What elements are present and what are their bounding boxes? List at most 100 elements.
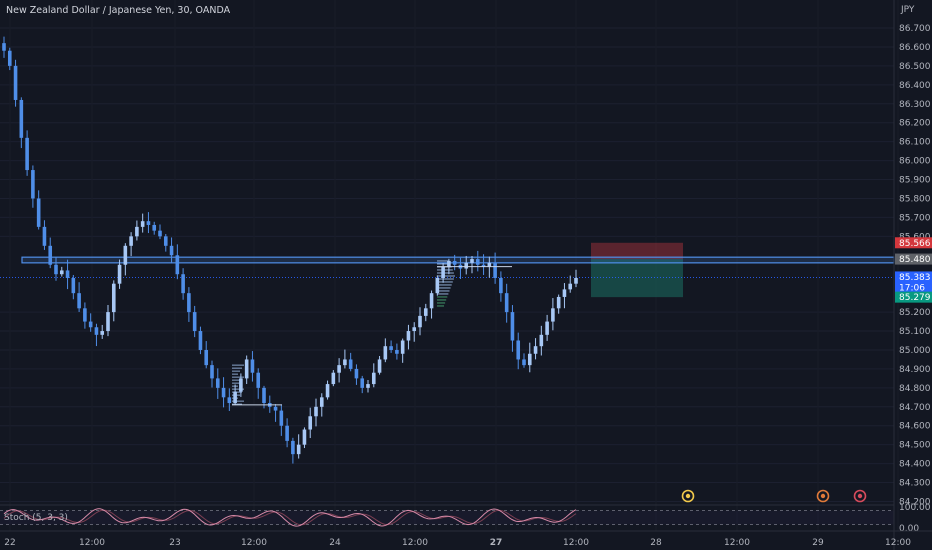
candle-body: [423, 308, 428, 316]
y-tick-label: 86.300: [899, 100, 931, 110]
candle-body: [169, 245, 174, 256]
y-tick-label: 85.000: [899, 346, 931, 356]
candle-body: [296, 444, 301, 455]
x-tick-label: 12:00: [885, 538, 911, 548]
candle-body: [204, 349, 209, 366]
candle-body: [36, 198, 41, 227]
x-tick-label: 29: [812, 538, 824, 548]
y-tick-label: 84.500: [899, 441, 931, 451]
x-tick-label: 24: [329, 538, 341, 548]
candle-body: [111, 283, 116, 313]
x-tick-label: 12:00: [563, 538, 589, 548]
candle-body: [244, 359, 249, 379]
candle-body: [574, 278, 578, 284]
candle-body: [192, 312, 197, 332]
candle-body: [429, 293, 434, 309]
event-markers[interactable]: [681, 489, 867, 503]
candle-body: [435, 278, 440, 294]
y-tick-label: 86.200: [899, 119, 931, 129]
candle-body: [198, 331, 203, 350]
price-tag-label: 85.566: [899, 239, 931, 249]
zone-rectangle[interactable]: [21, 256, 895, 264]
candle-body: [545, 321, 549, 335]
candle-body: [343, 359, 347, 366]
candle-body: [215, 378, 220, 388]
price-tag-label: 85.383: [899, 273, 931, 283]
candle-body: [210, 365, 214, 379]
candle-body: [337, 365, 341, 373]
candle-body: [516, 340, 521, 360]
candle-body: [94, 327, 99, 335]
candle-body: [366, 384, 370, 388]
candle-body: [181, 274, 185, 294]
stoch-label[interactable]: Stoch (5, 3, 3): [4, 513, 68, 523]
candle-body: [360, 378, 365, 388]
stop-loss-zone[interactable]: [591, 242, 683, 260]
currency-label: JPY: [900, 5, 915, 15]
y-tick-label: 86.400: [899, 81, 931, 91]
candle-body: [140, 221, 145, 227]
candle-body: [106, 312, 110, 332]
candle-body: [383, 346, 388, 360]
y-tick-label: 85.900: [899, 176, 931, 186]
candle-body: [551, 308, 555, 322]
candle-body: [88, 321, 93, 328]
candle-body: [522, 359, 526, 366]
candle-body: [227, 397, 232, 404]
candle-body: [481, 264, 486, 267]
position-tool[interactable]: [591, 242, 683, 298]
candle-body: [377, 359, 382, 373]
time-axis[interactable]: 22 12:00 23 12:00 24 12:00 27 12:00 28 12:00 29 12:…: [4, 538, 911, 548]
candle-body: [42, 226, 47, 246]
candle-body: [256, 372, 261, 388]
price-tag-bg: [895, 237, 932, 249]
candle-body: [452, 260, 457, 265]
take-profit-zone[interactable]: [591, 259, 683, 298]
candle-body: [406, 331, 411, 341]
candle-body: [533, 346, 538, 354]
candle-body: [527, 353, 532, 366]
candle-body: [77, 293, 81, 309]
candle-body: [348, 359, 353, 369]
candle-body: [493, 262, 497, 279]
stoch-k-line: [3, 508, 577, 527]
economic-event-dot: [685, 493, 691, 499]
candle-body: [146, 221, 151, 225]
candle-body: [83, 308, 87, 322]
candle-body: [314, 406, 318, 417]
candle-body: [539, 334, 544, 347]
x-tick-label: 12:00: [241, 538, 267, 548]
candle-body: [302, 429, 307, 445]
x-tick-label: 23: [169, 538, 180, 548]
candle-body: [331, 372, 336, 385]
y-tick-label: 84.300: [899, 479, 931, 489]
candle-body: [100, 331, 105, 335]
candle-body: [510, 312, 515, 341]
stoch-d-line: [3, 509, 577, 526]
price-axis[interactable]: 86.700 86.600 86.500 86.400 86.300 86.200 86.1…: [899, 24, 931, 508]
candle-body: [187, 293, 191, 313]
y-tick-label: 85.200: [899, 308, 931, 318]
candle-body: [395, 349, 399, 354]
y-tick-label: 84.200: [899, 498, 931, 508]
stoch-tick-label: 0.00: [899, 524, 919, 534]
candle-body: [129, 236, 133, 246]
y-tick-label: 84.700: [899, 403, 931, 413]
candle-body: [65, 270, 70, 279]
x-tick-label: 22: [4, 538, 15, 548]
candle-body: [568, 283, 573, 290]
candle-body: [273, 406, 278, 411]
economic-event-dot: [820, 493, 826, 499]
candle-body: [279, 410, 284, 426]
candle-body: [221, 387, 226, 398]
candle-body: [71, 278, 76, 294]
x-tick-label: 27: [490, 538, 503, 548]
candle-body: [163, 236, 168, 246]
candle-body: [31, 170, 35, 199]
candle-body: [250, 359, 255, 373]
price-tag-label: 85.279: [899, 293, 931, 303]
y-tick-label: 85.100: [899, 327, 931, 337]
y-tick-label: 86.500: [899, 62, 931, 72]
